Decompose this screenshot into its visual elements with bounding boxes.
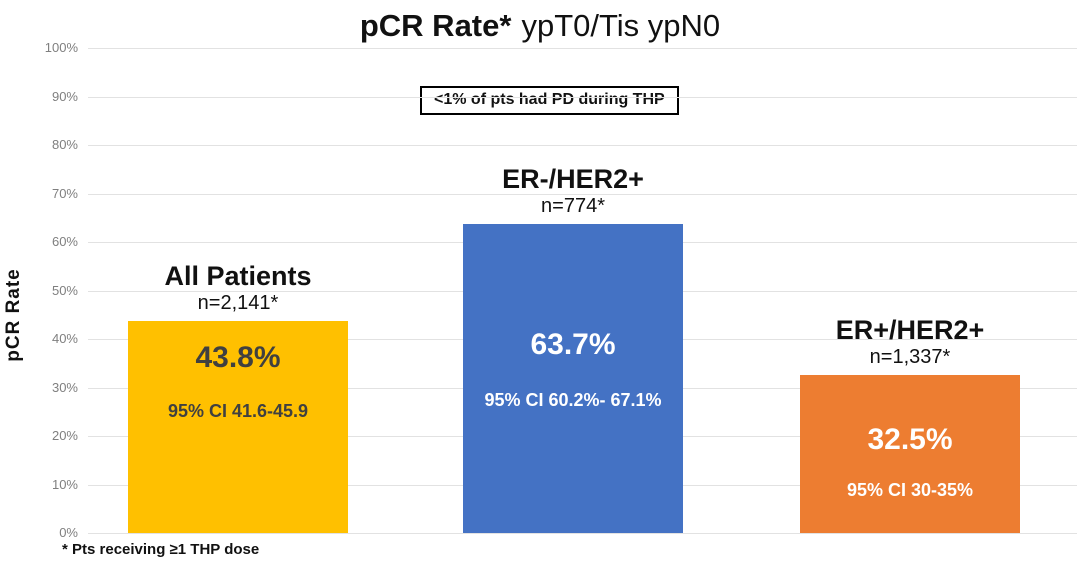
bar-all-patients: All Patients n=2,141* 43.8% 95% CI 41.6-45.… bbox=[128, 261, 348, 533]
sample-size-label: n=1,337* bbox=[869, 346, 951, 368]
bar-header: ER+/HER2+ n=1,337* bbox=[760, 315, 1060, 369]
category-label: ER-/HER2+ bbox=[502, 164, 644, 194]
bar-header: All Patients n=2,141* bbox=[88, 261, 388, 315]
bar-value-label: 32.5% bbox=[867, 423, 953, 456]
bar-rect bbox=[800, 375, 1020, 533]
category-label: ER+/HER2+ bbox=[835, 315, 985, 345]
y-tick-label: 10% bbox=[51, 477, 78, 492]
y-tick-label: 50% bbox=[51, 283, 78, 298]
sample-size-label: n=774* bbox=[541, 195, 605, 217]
bar-rect bbox=[463, 224, 683, 533]
y-tick-label: 0% bbox=[59, 525, 78, 540]
bar-value-label: 43.8% bbox=[195, 341, 281, 374]
bar-er-her2-: ER+/HER2+ n=1,337* 32.5% 95% CI 30-35% bbox=[800, 315, 1020, 533]
y-tick-label: 100% bbox=[44, 40, 78, 55]
chart-title: pCR Rate* ypT0/Tis ypN0 bbox=[0, 8, 1080, 44]
y-tick-label: 90% bbox=[51, 89, 78, 104]
y-axis-title: pCR Rate bbox=[3, 268, 24, 362]
bar-value-label: 63.7% bbox=[530, 328, 616, 361]
gridline bbox=[88, 97, 1077, 98]
gridline bbox=[88, 533, 1077, 534]
y-tick-label: 80% bbox=[51, 137, 78, 152]
plot-area: 100% 90% 80% 70% 60% 50% 40% 30% 20% 10% 0% All Pat… bbox=[45, 40, 1077, 540]
y-tick-label: 20% bbox=[51, 428, 78, 443]
annotation-box: <1% of pts had PD during THP bbox=[420, 86, 679, 115]
bar-ci-label: 95% CI 41.6-45.9 bbox=[167, 401, 309, 421]
category-label: All Patients bbox=[164, 261, 312, 291]
y-tick-label: 60% bbox=[51, 234, 78, 249]
gridline bbox=[88, 194, 1077, 195]
gridline bbox=[88, 145, 1077, 146]
chart-title-subtitle: ypT0/Tis ypN0 bbox=[521, 8, 721, 43]
chart-title-main: pCR Rate* bbox=[359, 8, 512, 43]
y-tick-label: 70% bbox=[51, 186, 78, 201]
sample-size-label: n=2,141* bbox=[197, 292, 279, 314]
y-tick-label: 40% bbox=[51, 331, 78, 346]
bar-ci-label: 95% CI 60.2%- 67.1% bbox=[484, 390, 662, 410]
y-tick-label: 30% bbox=[51, 380, 78, 395]
gridline bbox=[88, 48, 1077, 49]
bar-ci-label: 95% CI 30-35% bbox=[846, 480, 974, 500]
bar-rect bbox=[128, 321, 348, 533]
bar-er-her2-: ER-/HER2+ n=774* 63.7% 95% CI 60.2%- 67.1% bbox=[463, 164, 683, 533]
footnote: * Pts receiving ≥1 THP dose bbox=[62, 541, 260, 558]
bar-header: ER-/HER2+ n=774* bbox=[423, 164, 723, 218]
